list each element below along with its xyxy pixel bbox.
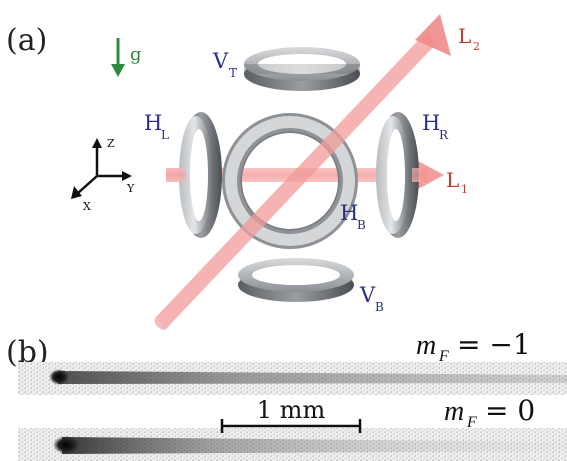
beam-l1-label: L: [446, 168, 459, 192]
coil-labels: V T H L H R H B V B: [144, 49, 449, 314]
svg-text:F: F: [438, 348, 449, 365]
scale-bar-label: 1 mm: [257, 396, 326, 424]
coil-h-left-sub: L: [161, 128, 169, 142]
coil-h-right-label: H: [422, 111, 440, 135]
mf-minus1-label: m F = −1: [416, 328, 531, 365]
coil-h-back: [222, 113, 358, 249]
coil-h-left-label: H: [144, 111, 162, 135]
absorption-image-mf-0: [18, 428, 567, 461]
panel-a-label: (a): [6, 23, 47, 58]
axes-icon: [71, 138, 132, 199]
coil-h-left: [179, 112, 222, 238]
beam-l2: [154, 14, 451, 330]
svg-text:m: m: [444, 396, 464, 427]
coil-h-back-sub: B: [357, 218, 366, 232]
scale-bar: [220, 419, 362, 433]
coil-h-right: [376, 112, 419, 238]
gravity-arrow-icon: [111, 38, 125, 77]
axis-x-label: X: [83, 200, 91, 213]
coil-v-top-sub: T: [229, 66, 237, 80]
beam-l1-exit: [412, 168, 420, 182]
svg-text:= −1: = −1: [457, 328, 531, 361]
svg-text:F: F: [466, 414, 477, 431]
coil-v-top: [244, 47, 360, 91]
absorption-image-mf-minus1: [18, 362, 567, 395]
coil-v-top-label: V: [212, 49, 229, 73]
svg-text:= 0: = 0: [485, 394, 535, 427]
axis-z-label: Z: [107, 137, 115, 150]
gravity-label: g: [130, 44, 142, 65]
coil-h-right-sub: R: [439, 128, 449, 142]
beam-l1-entry: [166, 168, 186, 182]
mf-0-label: m F = 0: [444, 394, 535, 431]
beam-l1-sub: 1: [461, 183, 468, 196]
axis-y-label: Y: [126, 182, 135, 195]
beam-labels: L 2 L 1: [446, 24, 480, 196]
coil-v-bottom-sub: B: [375, 300, 384, 314]
beam-l2-label: L: [458, 24, 471, 48]
coil-v-bottom-label: V: [359, 283, 376, 307]
svg-text:m: m: [416, 330, 436, 361]
coil-h-back-label: H: [340, 201, 358, 225]
beam-l2-sub: 2: [473, 40, 480, 53]
coil-v-bottom: [238, 258, 354, 302]
